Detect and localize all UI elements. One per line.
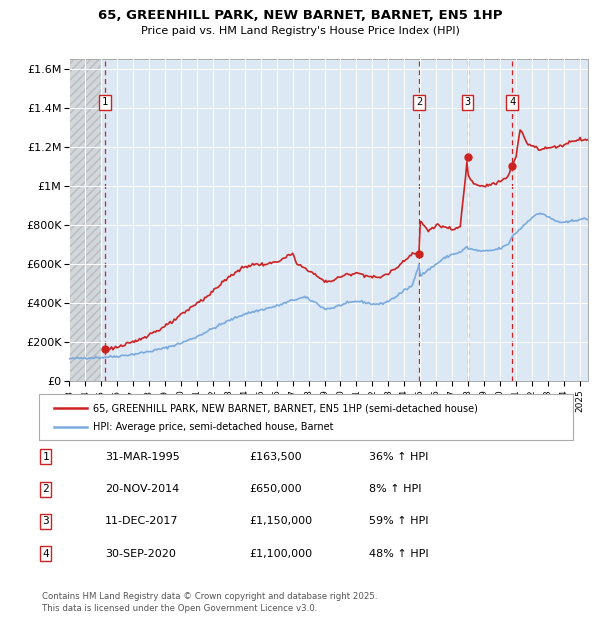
Text: HPI: Average price, semi-detached house, Barnet: HPI: Average price, semi-detached house,… bbox=[93, 422, 334, 432]
Text: £1,150,000: £1,150,000 bbox=[249, 516, 312, 526]
Text: 1: 1 bbox=[102, 97, 108, 107]
Text: 48% ↑ HPI: 48% ↑ HPI bbox=[369, 549, 428, 559]
Text: 59% ↑ HPI: 59% ↑ HPI bbox=[369, 516, 428, 526]
Text: £163,500: £163,500 bbox=[249, 452, 302, 462]
Text: Price paid vs. HM Land Registry's House Price Index (HPI): Price paid vs. HM Land Registry's House … bbox=[140, 26, 460, 36]
Text: Contains HM Land Registry data © Crown copyright and database right 2025.
This d: Contains HM Land Registry data © Crown c… bbox=[42, 591, 377, 613]
Text: £1,100,000: £1,100,000 bbox=[249, 549, 312, 559]
Text: 8% ↑ HPI: 8% ↑ HPI bbox=[369, 484, 421, 494]
Text: 3: 3 bbox=[464, 97, 470, 107]
Text: 4: 4 bbox=[509, 97, 515, 107]
Text: £650,000: £650,000 bbox=[249, 484, 302, 494]
Text: 36% ↑ HPI: 36% ↑ HPI bbox=[369, 452, 428, 462]
Text: 2: 2 bbox=[416, 97, 422, 107]
Text: 11-DEC-2017: 11-DEC-2017 bbox=[105, 516, 179, 526]
Text: 2: 2 bbox=[42, 484, 49, 494]
Text: 3: 3 bbox=[42, 516, 49, 526]
Text: 65, GREENHILL PARK, NEW BARNET, BARNET, EN5 1HP (semi-detached house): 65, GREENHILL PARK, NEW BARNET, BARNET, … bbox=[93, 403, 478, 413]
Text: 4: 4 bbox=[42, 549, 49, 559]
Bar bbox=[69, 59, 101, 381]
Text: 65, GREENHILL PARK, NEW BARNET, BARNET, EN5 1HP: 65, GREENHILL PARK, NEW BARNET, BARNET, … bbox=[98, 9, 502, 22]
Text: 20-NOV-2014: 20-NOV-2014 bbox=[105, 484, 179, 494]
Text: 31-MAR-1995: 31-MAR-1995 bbox=[105, 452, 180, 462]
Text: 30-SEP-2020: 30-SEP-2020 bbox=[105, 549, 176, 559]
Text: 1: 1 bbox=[42, 452, 49, 462]
